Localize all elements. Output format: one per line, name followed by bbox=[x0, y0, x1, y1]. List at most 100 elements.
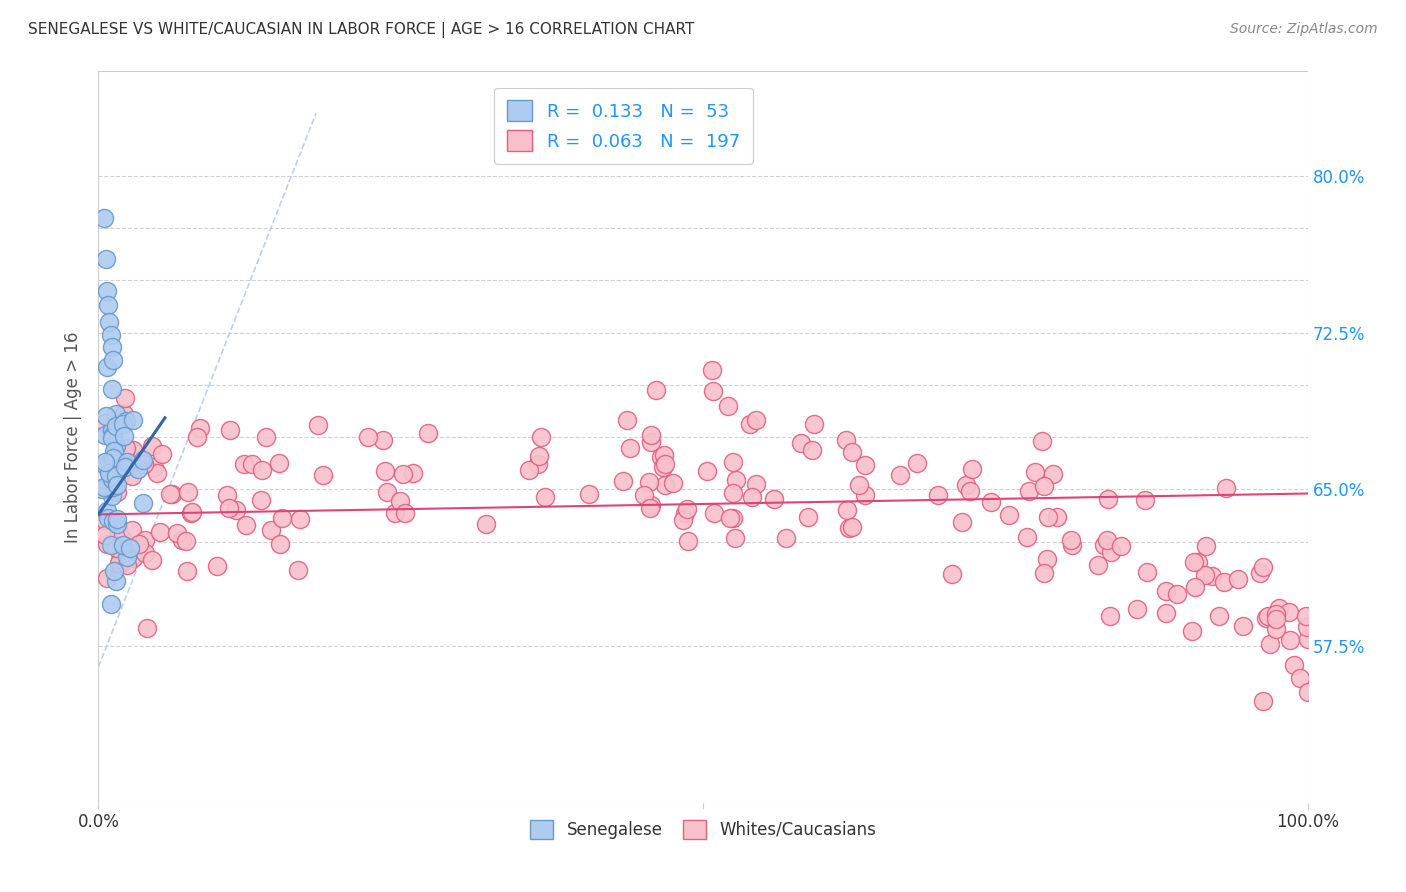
Point bbox=[100, 597, 122, 611]
Point bbox=[530, 430, 553, 444]
Point bbox=[121, 469, 143, 483]
Point bbox=[219, 423, 242, 437]
Point bbox=[100, 340, 122, 354]
Point bbox=[1195, 540, 1218, 554]
Point bbox=[114, 459, 136, 474]
Point bbox=[225, 503, 247, 517]
Point bbox=[652, 459, 675, 474]
Point bbox=[391, 467, 413, 481]
Point bbox=[1278, 605, 1301, 619]
Point bbox=[1109, 540, 1132, 554]
Point bbox=[1126, 601, 1149, 615]
Point bbox=[160, 487, 183, 501]
Point bbox=[100, 538, 122, 552]
Point bbox=[269, 537, 291, 551]
Point bbox=[1201, 569, 1223, 583]
Point bbox=[673, 506, 696, 520]
Point bbox=[1232, 619, 1254, 633]
Point bbox=[105, 574, 128, 588]
Point bbox=[307, 417, 329, 432]
Point bbox=[745, 476, 768, 491]
Point bbox=[1060, 533, 1083, 548]
Point bbox=[100, 431, 122, 445]
Point bbox=[270, 511, 292, 525]
Point bbox=[93, 480, 115, 494]
Point bbox=[181, 505, 204, 519]
Point bbox=[135, 621, 157, 635]
Legend: Senegalese, Whites/Caucasians: Senegalese, Whites/Caucasians bbox=[523, 814, 883, 846]
Point bbox=[94, 513, 117, 527]
Point bbox=[475, 516, 498, 531]
Point bbox=[801, 442, 824, 457]
Point bbox=[640, 499, 662, 513]
Point bbox=[357, 430, 380, 444]
Point bbox=[1154, 584, 1177, 599]
Point bbox=[721, 511, 744, 525]
Point bbox=[252, 463, 274, 477]
Point bbox=[101, 480, 124, 494]
Point bbox=[645, 383, 668, 397]
Point bbox=[905, 456, 928, 470]
Point bbox=[1257, 609, 1279, 624]
Point bbox=[288, 512, 311, 526]
Point bbox=[1296, 632, 1319, 647]
Point bbox=[98, 315, 121, 329]
Point bbox=[841, 445, 863, 459]
Point bbox=[959, 483, 981, 498]
Point bbox=[235, 517, 257, 532]
Point bbox=[640, 435, 662, 450]
Point bbox=[240, 457, 263, 471]
Point bbox=[384, 506, 406, 520]
Point bbox=[96, 537, 118, 551]
Point bbox=[371, 434, 394, 448]
Point bbox=[105, 512, 128, 526]
Point bbox=[616, 413, 638, 427]
Point bbox=[1097, 491, 1119, 506]
Point bbox=[218, 500, 240, 515]
Point bbox=[675, 501, 697, 516]
Point bbox=[834, 434, 856, 448]
Point bbox=[128, 537, 150, 551]
Point bbox=[716, 399, 738, 413]
Point bbox=[1046, 509, 1069, 524]
Point bbox=[1279, 633, 1302, 648]
Point bbox=[1036, 552, 1059, 566]
Point bbox=[1265, 623, 1288, 637]
Point bbox=[96, 284, 118, 298]
Point bbox=[1018, 484, 1040, 499]
Point bbox=[1258, 637, 1281, 651]
Point bbox=[775, 531, 797, 545]
Point bbox=[638, 475, 661, 490]
Point bbox=[105, 478, 128, 492]
Point bbox=[848, 478, 870, 492]
Point bbox=[112, 556, 135, 570]
Point bbox=[619, 442, 641, 456]
Point bbox=[1033, 479, 1056, 493]
Point bbox=[724, 531, 747, 545]
Point bbox=[1099, 545, 1122, 559]
Point bbox=[1213, 574, 1236, 589]
Point bbox=[97, 298, 120, 312]
Point bbox=[1024, 465, 1046, 479]
Point bbox=[114, 391, 136, 405]
Point bbox=[115, 441, 138, 455]
Point bbox=[112, 407, 135, 421]
Point bbox=[111, 538, 134, 552]
Point bbox=[633, 488, 655, 502]
Point bbox=[1251, 694, 1274, 708]
Point bbox=[797, 510, 820, 524]
Point bbox=[105, 541, 128, 555]
Point bbox=[121, 413, 143, 427]
Point bbox=[172, 533, 194, 547]
Point bbox=[132, 496, 155, 510]
Point bbox=[612, 475, 634, 489]
Point bbox=[1156, 606, 1178, 620]
Point bbox=[1095, 533, 1118, 548]
Point bbox=[117, 455, 139, 469]
Point bbox=[188, 421, 211, 435]
Point bbox=[389, 493, 412, 508]
Point bbox=[853, 458, 876, 473]
Point bbox=[100, 327, 122, 342]
Point bbox=[1031, 434, 1053, 448]
Point bbox=[672, 513, 695, 527]
